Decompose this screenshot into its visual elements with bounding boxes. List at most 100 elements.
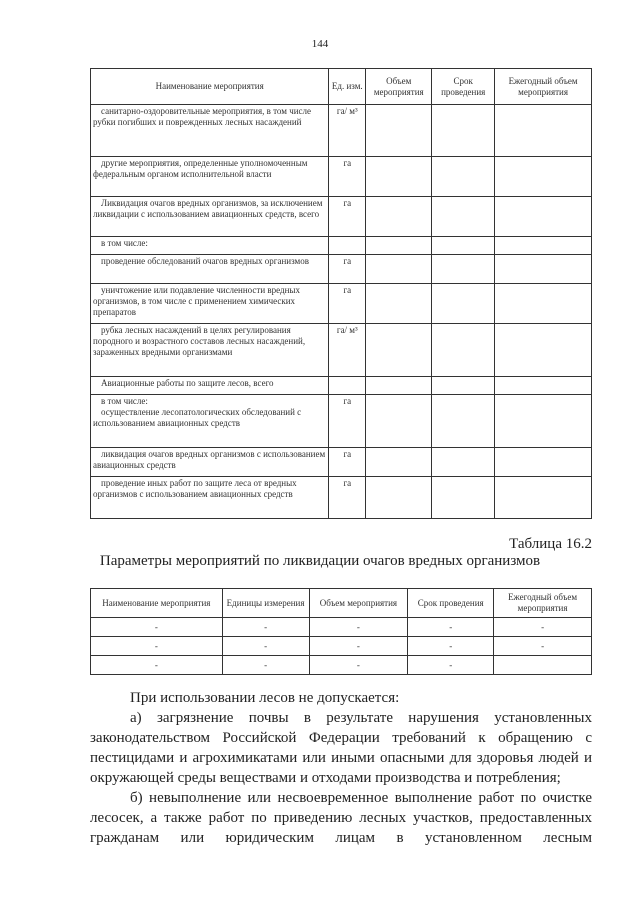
table-cell: - [308,655,409,675]
table-cell: - [407,617,495,637]
empty-cell [365,323,433,377]
table-title: Параметры мероприятий по ликвидации очаг… [99,553,541,569]
empty-cell [431,104,496,157]
empty-cell [431,283,496,324]
table-row: другие мероприятия, определенные уполном… [89,156,592,197]
paragraph: а) загрязнение почвы в результате наруше… [90,710,592,786]
activity-name: осуществление лесопатологических обследо… [93,407,302,428]
header-cell: Единицы измерения [221,588,310,618]
header-cell: Ежегодный объем мероприятия [494,68,592,105]
header-cell: Объем мероприятия [308,588,409,618]
table-row: в том числе: [89,236,592,255]
empty-cell [494,196,592,237]
activity-name: проведение обследований очагов вредных о… [101,256,309,266]
empty-cell [365,254,433,284]
table-row: Ликвидация очагов вредных организмов, за… [89,196,592,237]
table-cell: - [308,636,409,656]
empty-cell [365,476,433,519]
activity-name-cell: Авиационные работы по защите лесов, всег… [89,376,330,395]
empty-cell [494,104,592,157]
table-cell [493,655,592,675]
table-cell: - [493,636,592,656]
table-row: Авиационные работы по защите лесов, всег… [89,376,592,395]
activity-name: санитарно-оздоровительные мероприятия, в… [93,106,312,127]
table-cell: - [493,617,592,637]
paragraph: б) невыполнение или несвоевременное выпо… [90,790,592,846]
activity-name: проведение иных работ по защите леса от … [93,478,297,499]
table-cell: - [407,636,495,656]
table-cell: - [90,636,223,656]
activity-name-cell: проведение обследований очагов вредных о… [89,254,330,284]
table-cell: - [221,636,310,656]
page-number: 144 [311,38,329,50]
activity-name-cell: уничтожение или подавление численности в… [89,283,330,324]
table-row: уничтожение или подавление численности в… [89,283,592,324]
unit-cell: га [328,447,367,477]
table-row: ----- [90,636,592,656]
activity-name: в том числе: [101,396,148,406]
empty-cell [494,376,592,395]
header-cell: Срок проведения [431,68,496,105]
empty-cell [431,156,496,197]
unit-cell: га [328,394,367,448]
empty-cell [365,104,433,157]
empty-cell [494,283,592,324]
unit-cell: га/ м³ [328,104,367,157]
activity-name-cell: в том числе: осуществление лесопатологиче… [89,394,330,448]
unit-cell [328,236,367,255]
activity-name-cell: рубка лесных насаждений в целях регулиро… [89,323,330,377]
empty-cell [365,236,433,255]
empty-cell [494,476,592,519]
table-row: рубка лесных насаждений в целях регулиро… [89,323,592,377]
header-cell: Ежегодный объем мероприятия [493,588,592,618]
activity-name: уничтожение или подавление численности в… [93,285,300,317]
header-cell: Наименование мероприятия [89,68,330,105]
activity-name-cell: санитарно-оздоровительные мероприятия, в… [89,104,330,157]
table-row: проведение обследований очагов вредных о… [89,254,592,284]
table-cell: - [90,617,223,637]
activity-name-cell: проведение иных работ по защите леса от … [89,476,330,519]
empty-cell [494,254,592,284]
unit-cell: га [328,156,367,197]
activity-name-cell: в том числе: [89,236,330,255]
table-row: в том числе: осуществление лесопатологиче… [89,394,592,448]
empty-cell [494,447,592,477]
empty-cell [431,476,496,519]
table-cell: - [221,655,310,675]
empty-cell [431,447,496,477]
empty-cell [494,236,592,255]
unit-cell [328,376,367,395]
empty-cell [494,156,592,197]
activity-name: ликвидация очагов вредных организмов с и… [93,449,326,470]
body-text: При использовании лесов не допускается: … [90,688,592,848]
table-label: Таблица 16.2 [509,536,592,552]
table-cell: - [308,617,409,637]
activity-name: Ликвидация очагов вредных организмов, за… [93,198,323,219]
empty-cell [365,156,433,197]
table-cell: - [221,617,310,637]
activity-name: Авиационные работы по защите лесов, всег… [101,378,274,388]
empty-cell [365,447,433,477]
activity-name-cell: Ликвидация очагов вредных организмов, за… [89,196,330,237]
empty-cell [365,376,433,395]
empty-cell [431,236,496,255]
header-cell: Ед. изм. [328,68,367,105]
empty-cell [494,394,592,448]
empty-cell [494,323,592,377]
unit-cell: га [328,476,367,519]
table-row: ----- [90,617,592,637]
unit-cell: га/ м³ [328,323,367,377]
empty-cell [431,323,496,377]
empty-cell [365,283,433,324]
empty-cell [431,376,496,395]
header-cell: Наименование мероприятия [90,588,223,618]
table-row: ликвидация очагов вредных организмов с и… [89,447,592,477]
empty-cell [431,254,496,284]
unit-cell: га [328,196,367,237]
activities-table: Наименование мероприятия Ед. изм. Объем … [89,68,592,519]
table-row: ---- [90,655,592,675]
empty-cell [431,394,496,448]
table-row: проведение иных работ по защите леса от … [89,476,592,519]
table-row: санитарно-оздоровительные мероприятия, в… [89,104,592,157]
